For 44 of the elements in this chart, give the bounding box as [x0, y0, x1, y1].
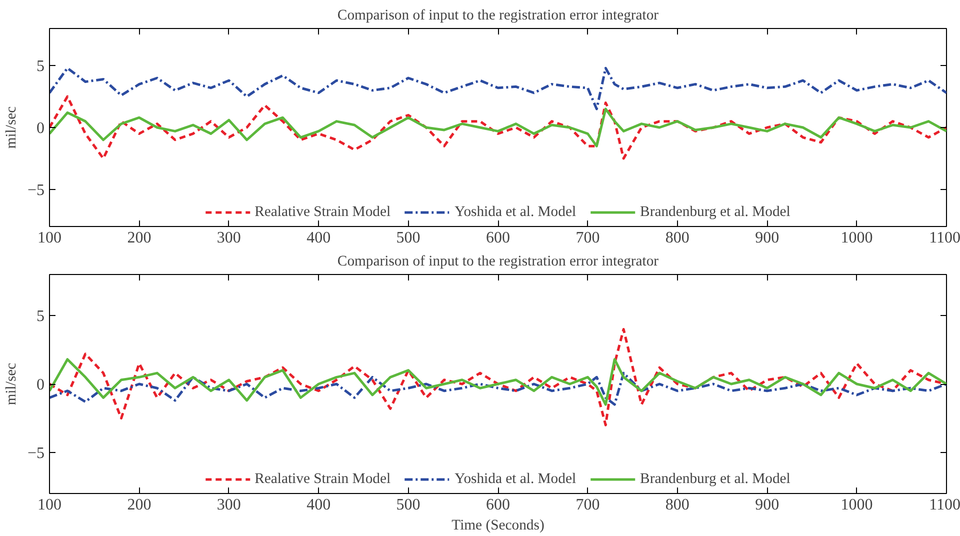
y-axis-title: mil/sec	[3, 106, 20, 149]
x-tick-label: 600	[486, 230, 510, 246]
x-tick-label: 200	[127, 230, 152, 246]
x-tick-label: 600	[486, 496, 510, 514]
x-tick-label: 100	[38, 496, 62, 514]
legend-label: Yoshida et al. Model	[454, 470, 576, 488]
legend-label: Realative Strain Model	[254, 470, 391, 488]
line-series	[50, 95, 946, 160]
chart-title: Comparison of input to the registration error integrator	[337, 8, 659, 24]
x-tick-label: 500	[396, 230, 420, 246]
x-tick-label: 300	[216, 230, 241, 246]
line-series	[50, 108, 946, 148]
legend-label: Realative Strain Model	[254, 204, 391, 220]
x-tick-label: 100	[38, 230, 62, 246]
legend-label: Brandenburg et al. Model	[640, 470, 790, 488]
y-tick-label: 0	[36, 376, 44, 394]
x-tick-label: 1100	[929, 230, 960, 246]
line-series	[50, 358, 946, 406]
x-tick-label: 300	[216, 496, 241, 514]
x-tick-label: 800	[665, 230, 690, 246]
x-axis-title: Time (Seconds)	[452, 518, 544, 534]
x-tick-label: 1000	[840, 230, 873, 246]
y-tick-label: 0	[36, 120, 44, 137]
chart-title: Comparison of input to the registration error integrator	[337, 254, 659, 270]
x-tick-label: 1100	[929, 496, 960, 514]
y-tick-label: −5	[27, 182, 45, 199]
x-tick-label: 400	[306, 496, 331, 514]
x-tick-label: 900	[755, 496, 780, 514]
y-tick-label: 5	[36, 308, 44, 326]
x-tick-label: 700	[576, 496, 600, 514]
y-axis-title: mil/sec	[3, 362, 20, 406]
line-series	[50, 66, 946, 110]
x-tick-label: 200	[127, 496, 152, 514]
legend-label: Brandenburg et al. Model	[640, 204, 790, 220]
legend-label: Yoshida et al. Model	[454, 204, 576, 220]
y-tick-label: −5	[27, 444, 45, 462]
x-tick-label: 1000	[840, 496, 873, 514]
line-series	[50, 372, 946, 406]
x-tick-label: 500	[396, 496, 420, 514]
y-tick-label: 5	[36, 58, 44, 76]
x-tick-label: 800	[665, 496, 690, 514]
x-tick-label: 900	[755, 230, 780, 246]
x-tick-label: 400	[306, 230, 331, 246]
x-tick-label: 700	[576, 230, 600, 246]
